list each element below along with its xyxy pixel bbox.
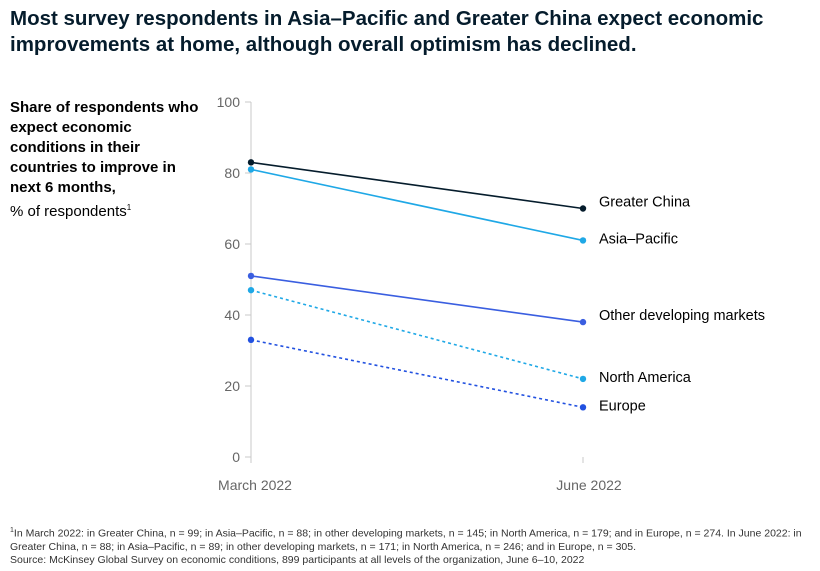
- series-point: [247, 159, 255, 166]
- series-label: Greater China: [599, 195, 691, 211]
- chart-series-labels: Greater China Asia–Pacific Other developin…: [599, 195, 765, 415]
- footnote: 1In March 2022: in Greater China, n = 99…: [10, 524, 810, 567]
- y-tick-label: 60: [224, 236, 240, 252]
- series-line: [250, 161, 584, 210]
- y-axis-label: Share of respondents who expect economic…: [10, 98, 200, 222]
- series-label: North America: [599, 370, 692, 386]
- footnote-text: In March 2022: in Greater China, n = 99;…: [10, 527, 802, 553]
- y-tick-label: 20: [224, 378, 240, 394]
- series-point: [247, 272, 255, 280]
- series-point: [247, 286, 255, 294]
- series-line: [250, 289, 584, 380]
- x-tick-label: June 2022: [556, 477, 622, 493]
- footnote-text-block: 1In March 2022: in Greater China, n = 99…: [10, 524, 810, 554]
- series-point: [579, 318, 587, 326]
- series-line: [250, 339, 584, 409]
- y-tick-label: 40: [224, 307, 240, 323]
- y-axis-label-unit: % of respondents: [10, 203, 127, 220]
- series-label: Europe: [599, 398, 646, 414]
- chart-title: Most survey respondents in Asia–Pacific …: [10, 7, 764, 56]
- chart-axes: 0 20 40 60 80 100 March 2022 June 2022: [217, 94, 622, 493]
- series-line: [250, 275, 584, 323]
- series-point: [247, 166, 255, 173]
- source-text: Source: McKinsey Global Survey on econom…: [10, 553, 585, 566]
- y-axis-label-footnote-mark: 1: [126, 203, 132, 212]
- series-label: Other developing markets: [599, 308, 765, 324]
- y-tick-label: 0: [232, 449, 240, 465]
- series-point: [579, 375, 587, 383]
- footnote-mark: 1: [10, 527, 14, 534]
- x-tick-label: March 2022: [218, 477, 292, 493]
- y-tick-label: 100: [217, 94, 241, 110]
- series-label: Asia–Pacific: [599, 231, 678, 247]
- series-point: [247, 336, 255, 344]
- series-point: [579, 205, 587, 212]
- series-point: [579, 404, 587, 411]
- chart-series-lines: [250, 161, 584, 409]
- y-tick-label: 80: [224, 165, 240, 181]
- series-point: [579, 237, 587, 244]
- y-axis-label-main: Share of respondents who expect economic…: [10, 99, 199, 196]
- chart-series-points: [247, 159, 587, 411]
- series-line: [250, 168, 584, 242]
